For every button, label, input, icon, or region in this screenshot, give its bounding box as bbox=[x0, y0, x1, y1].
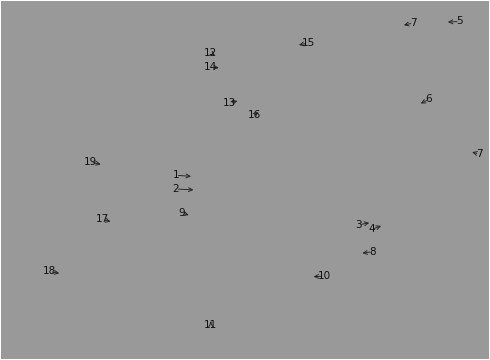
Bar bbox=[397, 205, 424, 225]
Bar bbox=[235, 100, 289, 105]
Text: 9: 9 bbox=[178, 208, 185, 218]
Bar bbox=[223, 233, 270, 251]
Text: 16: 16 bbox=[248, 110, 261, 120]
Bar bbox=[35, 237, 48, 247]
Text: 18: 18 bbox=[43, 266, 56, 276]
Text: 2: 2 bbox=[172, 184, 179, 194]
Bar bbox=[366, 176, 395, 198]
Bar bbox=[34, 278, 42, 292]
Bar bbox=[98, 160, 110, 171]
Bar bbox=[311, 149, 343, 170]
Bar bbox=[225, 92, 238, 99]
Bar bbox=[294, 278, 309, 290]
Circle shape bbox=[0, 0, 372, 360]
Bar bbox=[190, 203, 195, 208]
Bar bbox=[272, 149, 304, 170]
Bar bbox=[93, 175, 110, 185]
Bar bbox=[343, 250, 357, 261]
Bar bbox=[196, 203, 200, 208]
Text: 7: 7 bbox=[410, 18, 416, 28]
Circle shape bbox=[122, 0, 490, 360]
Bar bbox=[312, 258, 344, 274]
Text: 17: 17 bbox=[96, 215, 109, 224]
Bar bbox=[282, 35, 304, 41]
Bar bbox=[279, 176, 320, 198]
Bar bbox=[235, 107, 289, 112]
Circle shape bbox=[0, 0, 372, 360]
Bar bbox=[145, 237, 157, 247]
Bar bbox=[167, 237, 179, 247]
Circle shape bbox=[0, 0, 490, 343]
Bar bbox=[195, 210, 202, 219]
Bar bbox=[325, 176, 362, 198]
Text: 12: 12 bbox=[204, 48, 218, 58]
Bar bbox=[103, 237, 116, 247]
Bar bbox=[233, 149, 265, 170]
Text: 1: 1 bbox=[172, 170, 179, 180]
Bar bbox=[184, 203, 189, 208]
Bar bbox=[67, 237, 79, 247]
Text: 14: 14 bbox=[204, 62, 218, 72]
Text: 13: 13 bbox=[223, 98, 236, 108]
Text: 5: 5 bbox=[457, 17, 463, 27]
Bar bbox=[275, 233, 314, 251]
Text: 6: 6 bbox=[426, 94, 432, 104]
Bar bbox=[356, 233, 387, 251]
Bar bbox=[392, 203, 404, 220]
Bar bbox=[123, 237, 135, 247]
Bar bbox=[221, 42, 232, 48]
Bar bbox=[223, 258, 267, 274]
Bar bbox=[278, 205, 319, 225]
Bar bbox=[223, 205, 272, 225]
Bar bbox=[363, 205, 395, 225]
Circle shape bbox=[0, 0, 322, 360]
Text: 7: 7 bbox=[476, 149, 483, 159]
Text: 19: 19 bbox=[84, 157, 97, 167]
Bar bbox=[379, 149, 399, 166]
Bar bbox=[213, 15, 355, 123]
Circle shape bbox=[0, 0, 322, 360]
Bar bbox=[318, 233, 352, 251]
Text: 15: 15 bbox=[302, 38, 315, 48]
Polygon shape bbox=[203, 132, 457, 288]
Bar bbox=[44, 278, 52, 292]
Text: 4: 4 bbox=[368, 225, 375, 234]
Bar bbox=[410, 24, 415, 29]
Circle shape bbox=[42, 0, 490, 360]
Bar bbox=[202, 203, 206, 208]
Bar bbox=[391, 233, 417, 251]
Bar bbox=[350, 149, 374, 166]
Bar bbox=[29, 234, 185, 249]
Bar bbox=[184, 210, 191, 219]
Bar bbox=[50, 237, 62, 247]
Text: 10: 10 bbox=[318, 271, 331, 281]
Bar bbox=[54, 278, 61, 292]
Bar bbox=[405, 209, 413, 218]
Bar bbox=[323, 205, 360, 225]
Bar bbox=[21, 274, 76, 298]
Text: 3: 3 bbox=[355, 220, 362, 230]
Bar bbox=[24, 278, 32, 292]
Text: 11: 11 bbox=[204, 320, 218, 330]
Bar bbox=[223, 176, 272, 198]
Text: 8: 8 bbox=[369, 247, 376, 257]
Bar bbox=[208, 176, 217, 192]
Bar bbox=[182, 208, 208, 222]
Bar bbox=[84, 237, 96, 247]
Bar bbox=[122, 147, 134, 158]
Bar bbox=[272, 258, 308, 274]
